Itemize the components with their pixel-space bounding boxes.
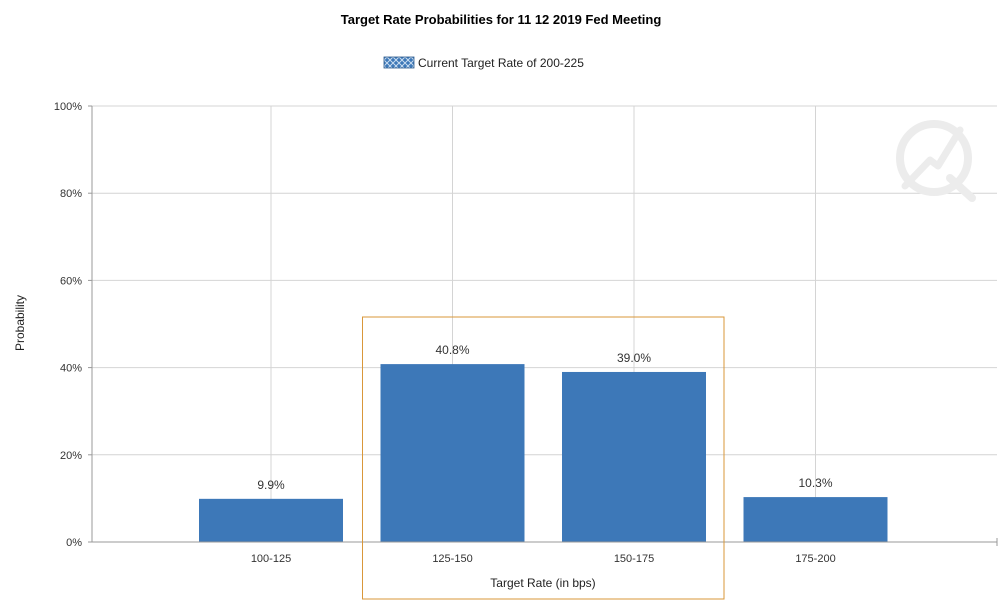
bar-data-label: 9.9% xyxy=(257,478,285,492)
y-tick-label: 40% xyxy=(60,363,82,375)
x-axis-label: Target Rate (in bps) xyxy=(490,576,595,590)
y-tick-labels: 0% 20% 40% 60% 80% 100% xyxy=(54,101,82,549)
bar-data-label: 40.8% xyxy=(435,343,469,357)
x-tick-label: 125-150 xyxy=(432,553,472,565)
legend-label: Current Target Rate of 200-225 xyxy=(418,56,584,70)
x-tick-labels: 100-125 125-150 150-175 175-200 xyxy=(251,553,836,565)
bar xyxy=(380,364,525,542)
x-tick-label: 150-175 xyxy=(614,553,654,565)
bar-data-label: 10.3% xyxy=(798,476,832,490)
watermark-logo xyxy=(896,120,976,202)
y-tick-label: 80% xyxy=(60,188,82,200)
legend: Current Target Rate of 200-225 xyxy=(383,56,584,70)
y-tick-label: 0% xyxy=(66,537,82,549)
highlight-box xyxy=(362,316,725,600)
bar xyxy=(199,498,343,542)
y-tick-label: 100% xyxy=(54,101,82,113)
legend-swatch xyxy=(383,56,415,69)
bar-labels: 9.9% 40.8% 39.0% 10.3% xyxy=(257,343,833,492)
gridlines xyxy=(92,105,997,543)
bar xyxy=(743,497,888,542)
axes xyxy=(88,105,998,546)
y-tick-label: 20% xyxy=(60,450,82,462)
y-axis-label: Probability xyxy=(13,295,27,351)
x-tick-label: 175-200 xyxy=(795,553,835,565)
x-tick-label: 100-125 xyxy=(251,553,291,565)
bar xyxy=(562,371,706,542)
bar-data-label: 39.0% xyxy=(617,351,651,365)
bars xyxy=(199,364,888,542)
chart-title: Target Rate Probabilities for 11 12 2019… xyxy=(341,12,662,27)
y-tick-label: 60% xyxy=(60,275,82,287)
